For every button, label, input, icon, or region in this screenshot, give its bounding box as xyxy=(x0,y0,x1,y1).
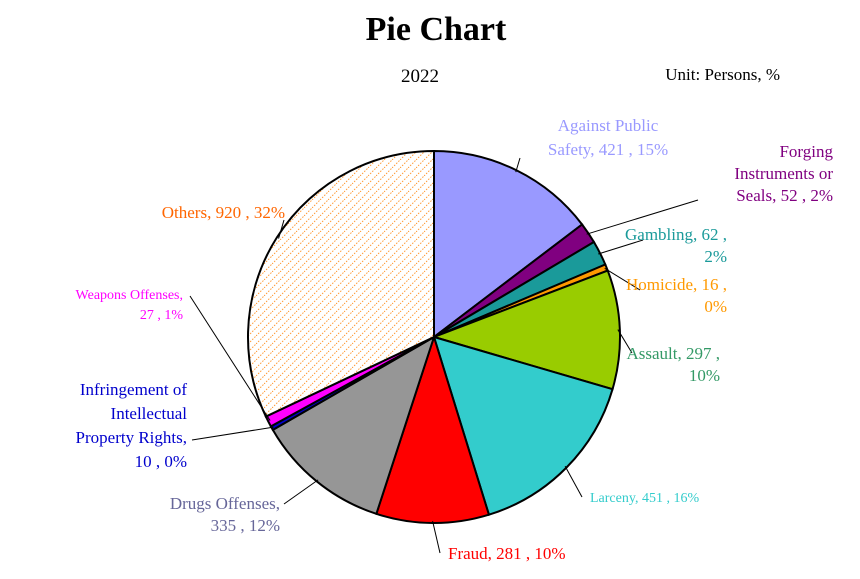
pie-slices xyxy=(247,149,621,524)
label-line: Fraud, 281 , 10% xyxy=(448,544,566,563)
label-against-public-safety: Against Public Safety, 421 , 15% xyxy=(548,116,668,159)
label-line: 27 , 1% xyxy=(140,308,184,323)
label-line: Drugs Offenses, xyxy=(170,494,280,513)
leader-infringement-of-intellectual-property-rights xyxy=(191,426,274,441)
leader-larceny xyxy=(564,465,583,498)
leader-forging-instruments-or-seals xyxy=(586,199,699,235)
label-homicide: Homicide, 16 , 0% xyxy=(626,275,727,316)
label-line: 0% xyxy=(704,297,727,316)
chart-title: Pie Chart xyxy=(366,11,507,48)
slice-others xyxy=(247,149,435,418)
label-line: Assault, 297 , xyxy=(627,344,721,363)
slice-assault xyxy=(430,269,621,391)
slice-larceny xyxy=(432,335,614,516)
label-line: Larceny, 451 , 16% xyxy=(590,491,699,506)
chart-subtitle: 2022 xyxy=(401,66,439,87)
leader-fraud xyxy=(432,520,441,554)
unit-label: Unit: Persons, % xyxy=(665,65,780,84)
leader-assault xyxy=(617,329,633,354)
label-line: Seals, 52 , 2% xyxy=(736,186,833,205)
label-line: 2% xyxy=(704,247,727,266)
label-line: Forging xyxy=(779,142,833,161)
leader-against-public-safety xyxy=(515,157,521,173)
label-line: 10% xyxy=(689,366,720,385)
label-gambling: Gambling, 62 , 2% xyxy=(625,225,727,266)
slice-drugs-offenses xyxy=(271,334,436,516)
label-weapons-offenses: Weapons Offenses, 27 , 1% xyxy=(76,288,184,323)
leader-others xyxy=(278,219,285,239)
label-line: 335 , 12% xyxy=(211,516,280,535)
label-forging-instruments-or-seals: Forging Instruments or Seals, 52 , 2% xyxy=(734,142,833,205)
label-line: Homicide, 16 , xyxy=(626,275,727,294)
label-line: 10 , 0% xyxy=(135,452,187,471)
label-others: Others, 920 , 32% xyxy=(162,203,285,222)
label-line: Gambling, 62 , xyxy=(625,225,727,244)
leader-lines xyxy=(189,157,699,554)
label-assault: Assault, 297 , 10% xyxy=(627,344,721,385)
slice-labels: Against Public Safety, 421 , 15% Forging In… xyxy=(76,116,834,563)
label-larceny: Larceny, 451 , 16% xyxy=(590,491,699,506)
leader-weapons-offenses xyxy=(189,295,271,421)
label-line: Against Public xyxy=(558,116,659,135)
label-line: Property Rights, xyxy=(76,428,187,447)
label-fraud: Fraud, 281 , 10% xyxy=(448,544,566,563)
label-line: Instruments or xyxy=(734,164,833,183)
leader-gambling xyxy=(598,239,644,255)
leader-drugs-offenses xyxy=(283,479,319,505)
label-drugs-offenses: Drugs Offenses, 335 , 12% xyxy=(170,494,280,535)
label-line: Weapons Offenses, xyxy=(76,288,183,303)
label-line: Safety, 421 , 15% xyxy=(548,140,668,159)
leader-homicide xyxy=(604,267,641,291)
label-line: Infringement of xyxy=(80,380,187,399)
label-line: Others, 920 , 32% xyxy=(162,203,285,222)
label-infringement-of-intellectual-property-rights: Infringement of Intellectual Property Righ… xyxy=(76,380,188,471)
label-line: Intellectual xyxy=(111,404,188,423)
